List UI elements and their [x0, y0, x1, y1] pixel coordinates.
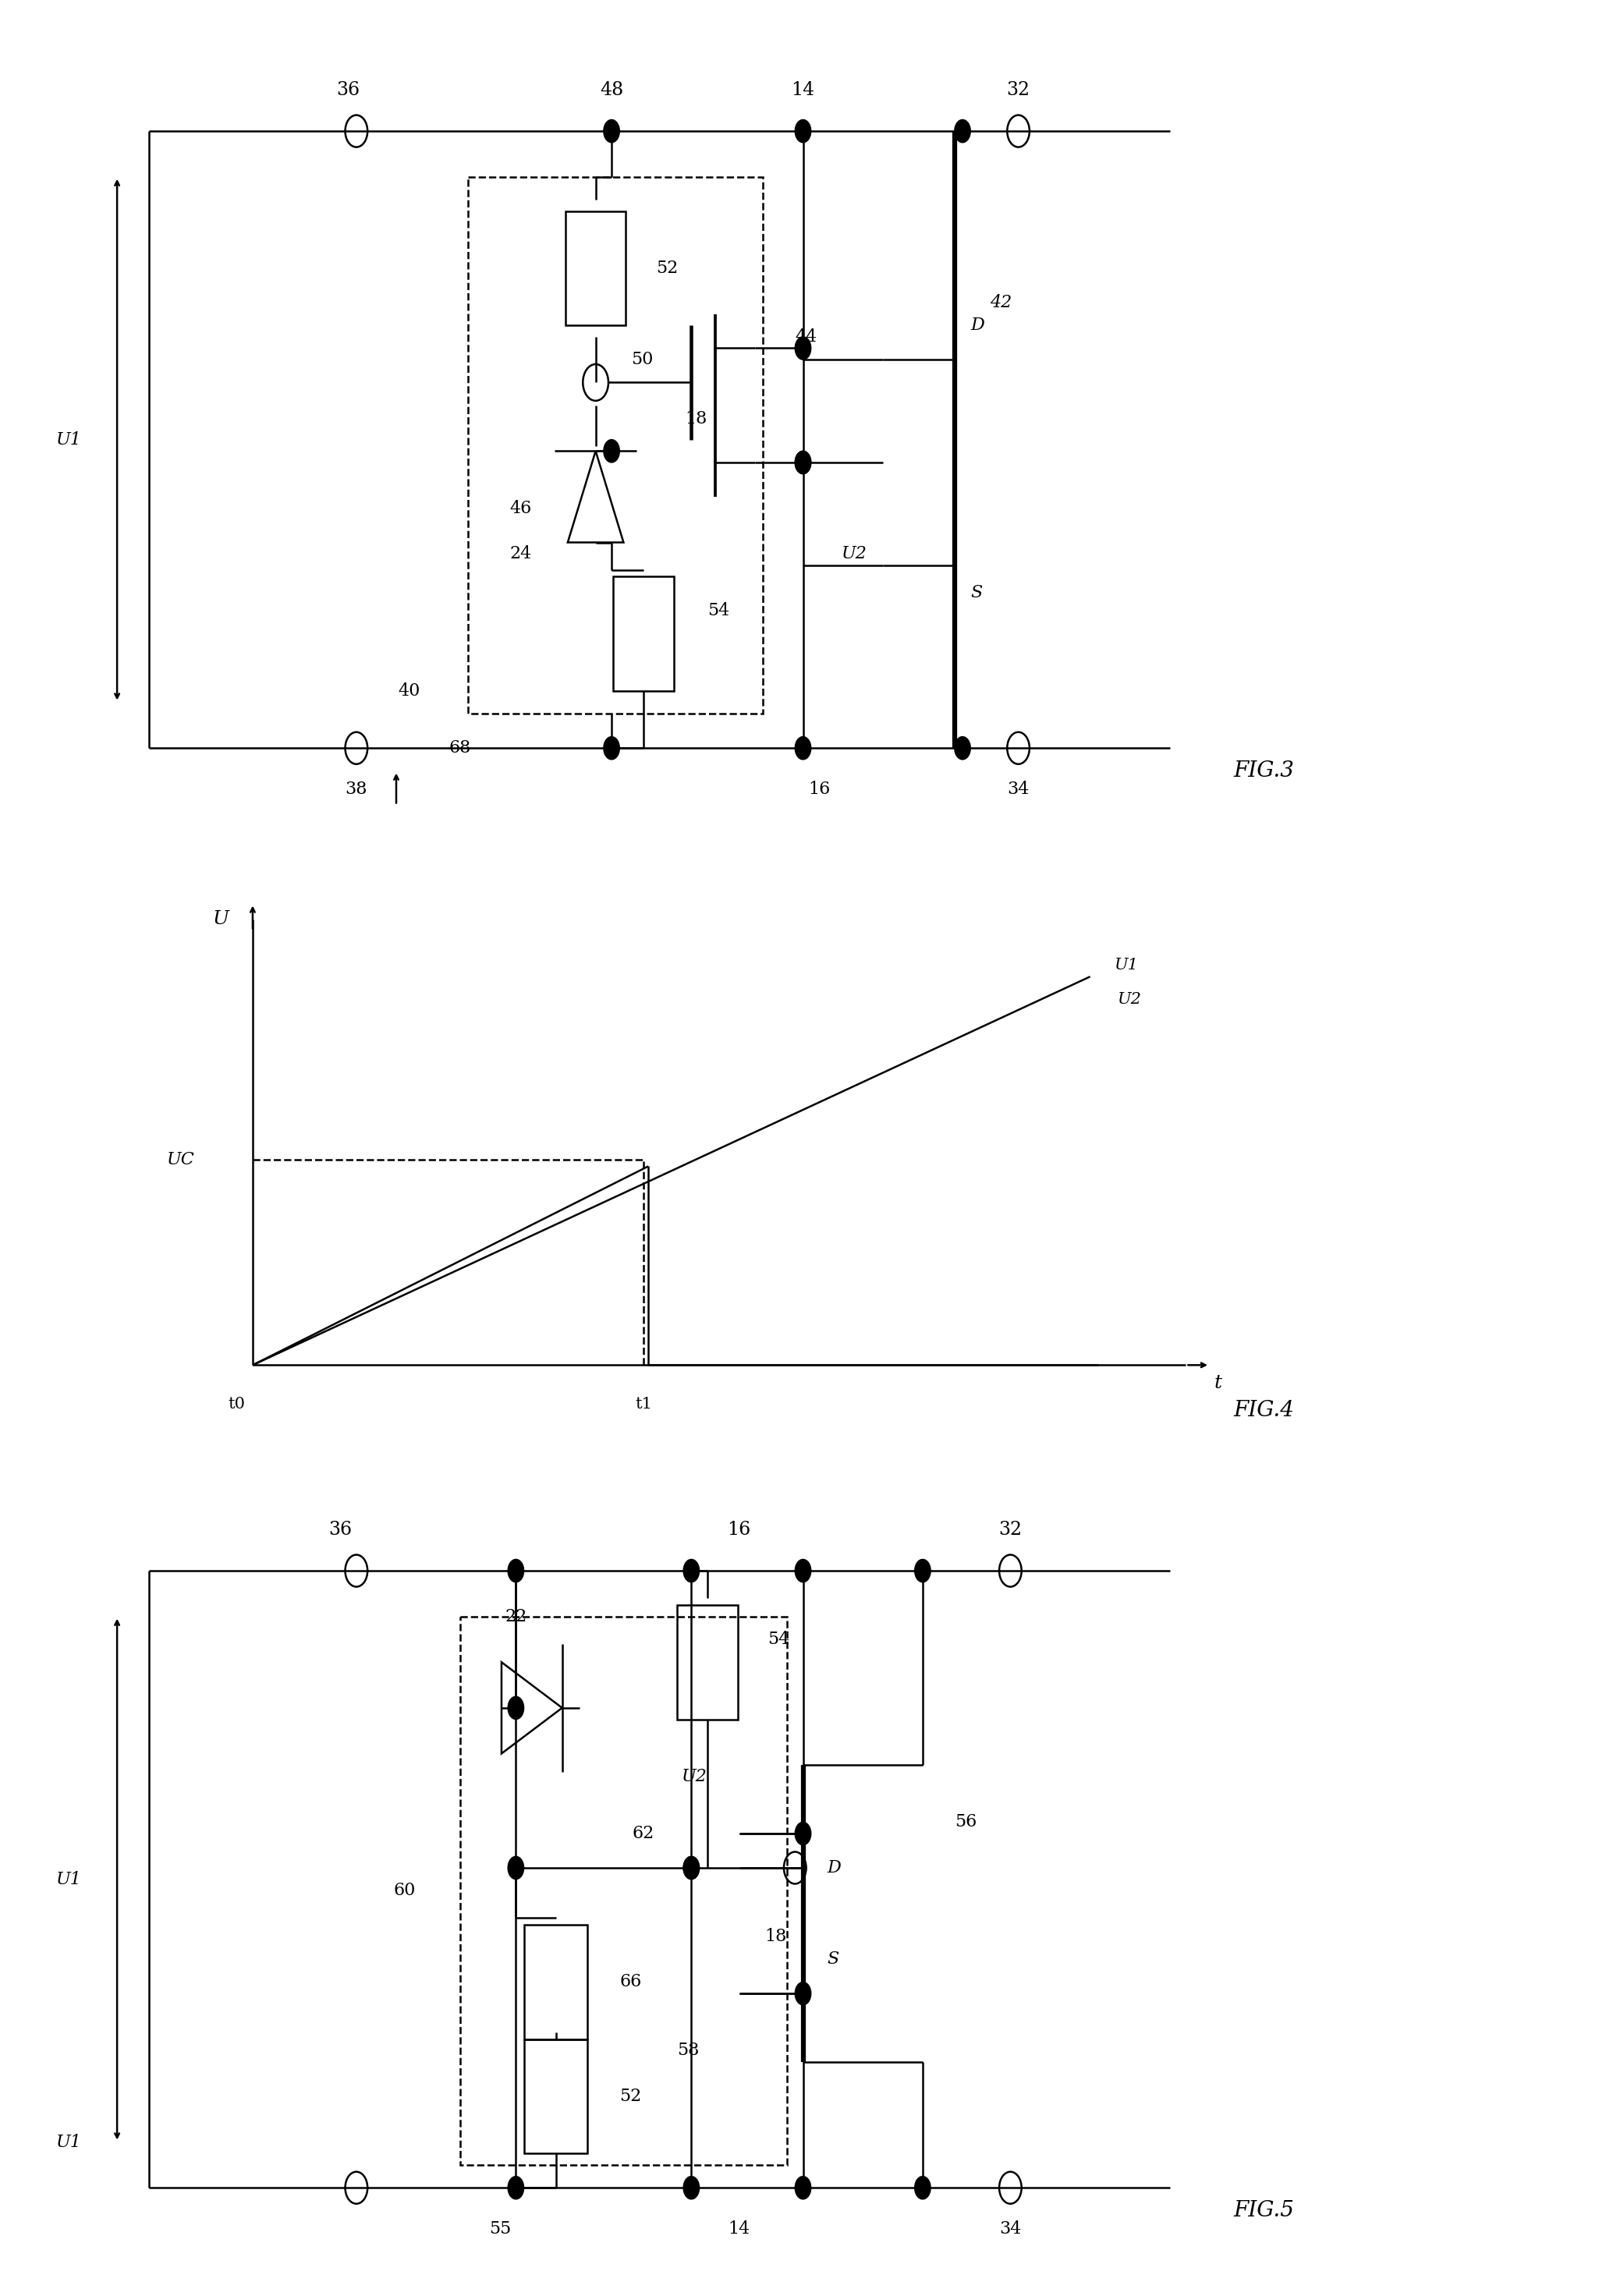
Circle shape — [604, 439, 620, 461]
Text: U: U — [212, 912, 230, 928]
Text: S: S — [827, 1952, 838, 1968]
Text: t1: t1 — [634, 1396, 652, 1412]
Bar — [613, 576, 675, 691]
Bar — [467, 177, 763, 714]
Text: 42: 42 — [989, 294, 1012, 310]
Text: 54: 54 — [707, 602, 729, 620]
Circle shape — [795, 737, 811, 760]
Bar — [524, 2039, 588, 2154]
Text: S: S — [970, 583, 983, 602]
Text: 32: 32 — [999, 1520, 1021, 1538]
Text: 16: 16 — [728, 1520, 752, 1538]
Circle shape — [684, 1857, 699, 1878]
Text: FIG.5: FIG.5 — [1233, 2200, 1294, 2220]
Text: t: t — [1214, 1375, 1222, 1391]
Bar — [678, 1605, 737, 1720]
Text: FIG.4: FIG.4 — [1233, 1401, 1294, 1421]
Circle shape — [684, 2177, 699, 2200]
Text: 16: 16 — [808, 781, 830, 797]
Text: 22: 22 — [504, 1607, 527, 1626]
Circle shape — [915, 1559, 930, 1582]
Bar — [565, 211, 626, 326]
Text: 14: 14 — [792, 80, 814, 99]
Text: 32: 32 — [1007, 80, 1029, 99]
Text: 34: 34 — [999, 2220, 1021, 2239]
Text: UC: UC — [167, 1150, 194, 1169]
Text: U1: U1 — [1115, 957, 1139, 974]
Text: 34: 34 — [1007, 781, 1029, 797]
Circle shape — [507, 2177, 524, 2200]
Text: 68: 68 — [450, 739, 471, 758]
Circle shape — [604, 737, 620, 760]
Text: 56: 56 — [954, 1814, 976, 1830]
Text: 50: 50 — [631, 351, 654, 367]
Text: FIG.3: FIG.3 — [1233, 760, 1294, 781]
Text: U1: U1 — [56, 2133, 82, 2151]
Text: U2: U2 — [842, 544, 867, 563]
Circle shape — [954, 119, 970, 142]
Circle shape — [604, 119, 620, 142]
Circle shape — [954, 737, 970, 760]
Circle shape — [795, 1559, 811, 1582]
Text: 36: 36 — [337, 80, 360, 99]
Text: 38: 38 — [345, 781, 368, 797]
Bar — [459, 1616, 787, 2165]
Text: 24: 24 — [509, 544, 532, 563]
Circle shape — [795, 1823, 811, 1846]
Text: 18: 18 — [764, 1929, 787, 1945]
Text: U2: U2 — [1118, 992, 1142, 1008]
Circle shape — [507, 1559, 524, 1582]
Text: 52: 52 — [657, 259, 678, 278]
Text: 62: 62 — [633, 1825, 655, 1841]
Circle shape — [795, 1981, 811, 2004]
Circle shape — [795, 450, 811, 473]
Circle shape — [507, 1857, 524, 1878]
Text: 18: 18 — [686, 411, 707, 427]
Text: 48: 48 — [599, 80, 623, 99]
Text: 55: 55 — [488, 2220, 511, 2239]
Text: 52: 52 — [620, 2087, 641, 2105]
Text: t0: t0 — [228, 1396, 246, 1412]
Text: U2: U2 — [681, 1768, 707, 1784]
Circle shape — [684, 1559, 699, 1582]
Circle shape — [684, 1857, 699, 1878]
Circle shape — [795, 450, 811, 473]
Text: 36: 36 — [329, 1520, 352, 1538]
Text: 44: 44 — [795, 328, 817, 344]
Circle shape — [795, 119, 811, 142]
Text: U1: U1 — [56, 432, 82, 448]
Text: D: D — [970, 317, 984, 333]
Bar — [524, 1924, 588, 2039]
Text: 40: 40 — [398, 682, 421, 700]
Text: U1: U1 — [56, 1871, 82, 1887]
Text: D: D — [827, 1860, 842, 1876]
Circle shape — [795, 338, 811, 360]
Text: 46: 46 — [509, 501, 532, 517]
Circle shape — [795, 2177, 811, 2200]
Text: 14: 14 — [728, 2220, 750, 2239]
Text: 66: 66 — [620, 1975, 641, 1991]
Circle shape — [507, 1697, 524, 1720]
Text: 60: 60 — [393, 1883, 416, 1899]
Circle shape — [915, 2177, 930, 2200]
Text: 58: 58 — [678, 2041, 699, 2060]
Text: 54: 54 — [768, 1630, 790, 1649]
